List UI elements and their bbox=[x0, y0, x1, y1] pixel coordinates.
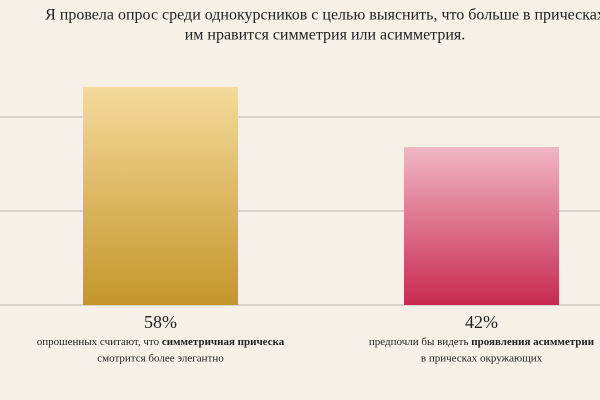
note: опрошенных считают, что симметричная при… bbox=[37, 336, 285, 348]
chart-title: им нравится симметрия или асимметрия. bbox=[185, 27, 466, 44]
note: предпочли бы видеть проявления асимметри… bbox=[369, 336, 595, 348]
note-tail: смотрится более элегантно bbox=[97, 353, 224, 365]
note-text: опрошенных считают, что bbox=[37, 336, 162, 348]
note-tail: в прическах окружающих bbox=[421, 353, 543, 365]
bar bbox=[404, 147, 559, 305]
note-bold: симметричная прическа bbox=[162, 336, 285, 348]
value-label: 42% bbox=[465, 312, 498, 332]
bar bbox=[83, 86, 238, 305]
value-label: 58% bbox=[144, 312, 177, 332]
note-bold: проявления асимметрии bbox=[471, 336, 595, 348]
note-text: предпочли бы видеть bbox=[369, 336, 471, 348]
chart-title: Я провела опрос среди однокурсников с це… bbox=[45, 7, 600, 24]
